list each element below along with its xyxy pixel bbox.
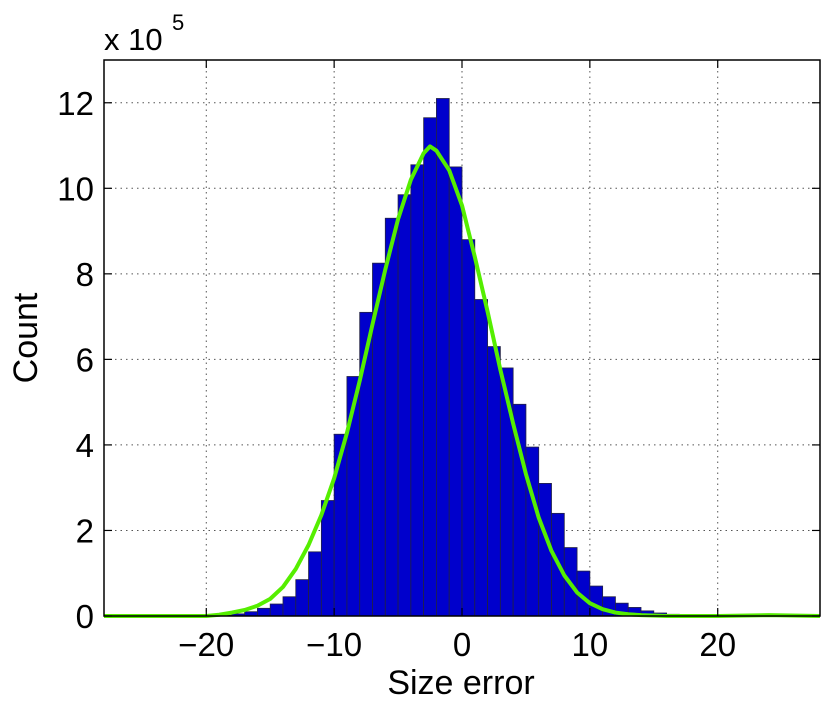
histogram-bar [423, 117, 437, 617]
histogram-bar [295, 579, 309, 617]
y-axis-title: Count [7, 292, 45, 383]
histogram-bar [269, 603, 284, 617]
histogram-bar [589, 585, 604, 617]
x-axis-title: Size error [387, 664, 534, 702]
y-tick-label: 6 [76, 341, 94, 378]
histogram-bar [257, 607, 271, 617]
y-tick-label: 0 [76, 598, 94, 635]
y-tick-labels: 0 2 4 6 8 10 12 [57, 85, 94, 635]
histogram-bar [384, 217, 399, 617]
histogram-bars [218, 98, 706, 617]
x-tick-label: −10 [306, 626, 362, 663]
x-tick-label: −20 [178, 626, 234, 663]
y-tick-label: 4 [76, 427, 94, 464]
histogram-bar [308, 551, 322, 617]
x-tick-label: 10 [571, 626, 608, 663]
axis-ticks [104, 60, 820, 617]
histogram-bar [410, 164, 425, 617]
histogram-bar [320, 500, 335, 617]
histogram-bar [397, 194, 412, 617]
histogram-bar [474, 299, 488, 617]
histogram-bar [448, 166, 463, 617]
y-multiplier-label: x 10 [104, 22, 163, 57]
y-tick-label: 10 [57, 170, 94, 207]
y-tick-label: 8 [76, 256, 94, 293]
histogram-bar [282, 596, 297, 617]
fit-curve [104, 144, 821, 618]
x-tick-label: 0 [453, 626, 471, 663]
histogram-bar [487, 346, 501, 617]
histogram-bar [525, 446, 540, 617]
x-tick-label: 20 [699, 626, 736, 663]
histogram-bar [461, 239, 476, 617]
histogram-bar [436, 98, 450, 617]
x-tick-labels: −20 −10 0 10 20 [178, 626, 736, 663]
y-tick-label: 12 [57, 85, 94, 122]
y-tick-label: 2 [76, 512, 94, 549]
y-multiplier-exponent: 5 [172, 10, 184, 35]
